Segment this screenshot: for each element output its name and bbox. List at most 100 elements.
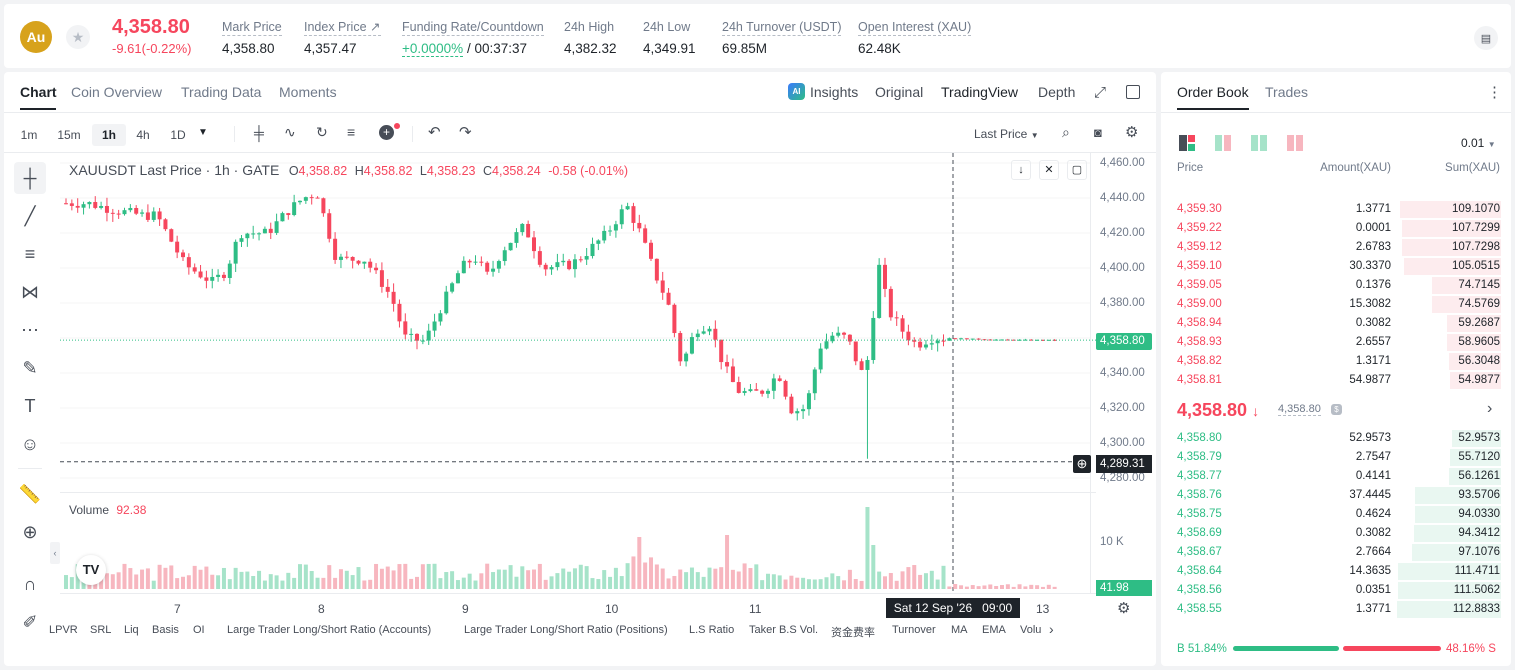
stat-24h-turnover[interactable]: 24h Turnover (USDT) 69.85M	[722, 18, 842, 56]
view-asks-icon[interactable]	[1287, 135, 1303, 151]
ask-row[interactable]: 4,359.30 1.3771 109.1070	[1161, 200, 1501, 219]
timeframe-1m[interactable]: 1m	[20, 128, 38, 142]
ai-insights-icon[interactable]: AI	[788, 83, 805, 100]
view-original[interactable]: Original	[875, 84, 924, 100]
book-icon[interactable]: ▤	[1474, 26, 1498, 50]
redo-icon[interactable]: ↷	[459, 124, 472, 141]
bid-row[interactable]: 4,358.56 0.0351 111.5062	[1161, 581, 1501, 600]
candlestick-chart[interactable]	[60, 153, 1096, 593]
favorite-star-icon[interactable]: ★	[66, 25, 90, 49]
bid-row[interactable]: 4,358.77 0.4141 56.1261	[1161, 467, 1501, 486]
collapse-toolbar-icon[interactable]: ‹	[50, 542, 60, 564]
ruler-tool-icon[interactable]: 📏	[18, 483, 42, 504]
indicator-large-trader-accounts[interactable]: Large Trader Long/Short Ratio (Accounts)	[227, 624, 432, 636]
candle-body	[309, 197, 314, 199]
tab-moments[interactable]: Moments	[279, 84, 337, 100]
chevron-right-icon[interactable]: ›	[1049, 621, 1054, 637]
bid-row[interactable]: 4,358.80 52.9573 52.9573	[1161, 429, 1501, 448]
indicator-oi[interactable]: OI	[193, 624, 205, 636]
view-tradingview[interactable]: TradingView	[941, 84, 1019, 100]
stat-open-interest[interactable]: Open Interest (XAU) 62.48K	[858, 18, 972, 56]
mid-price[interactable]: 4,358.80 ↓	[1177, 400, 1260, 420]
bid-row[interactable]: 4,358.75 0.4624 94.0330	[1161, 505, 1501, 524]
window-icon[interactable]	[1126, 85, 1140, 99]
ask-row[interactable]: 4,358.94 0.3082 59.2687	[1161, 314, 1501, 333]
indicator-basis[interactable]: Basis	[152, 624, 179, 636]
emoji-tool-icon[interactable]: ☺	[20, 433, 40, 454]
tab-trading-data[interactable]: Trading Data	[181, 84, 262, 100]
bid-row[interactable]: 4,358.76 37.4445 93.5706	[1161, 486, 1501, 505]
more-menu-icon[interactable]: ⋮	[1487, 84, 1502, 101]
stat-index-price[interactable]: Index Price ↗ 4,357.47	[304, 18, 381, 56]
view-depth[interactable]: Depth	[1038, 84, 1076, 100]
brush-tool-icon[interactable]: ✎	[22, 357, 38, 378]
indicator-ls-ratio[interactable]: L.S Ratio	[689, 624, 735, 636]
collapse-icon[interactable]: ✕	[1039, 160, 1059, 180]
view-both-icon[interactable]	[1179, 135, 1195, 151]
text-tool-icon[interactable]: T	[24, 395, 36, 416]
add-alert-icon[interactable]: ⊕	[1073, 455, 1091, 473]
axis-settings-icon[interactable]: ⚙	[1117, 600, 1131, 617]
indicator-lpvr[interactable]: LPVR	[49, 624, 78, 636]
maximize-pane-icon[interactable]: ▢	[1067, 160, 1087, 180]
tab-order-book[interactable]: Order Book	[1177, 84, 1249, 100]
horizontal-lines-tool-icon[interactable]: ≡	[24, 243, 36, 264]
ask-row[interactable]: 4,358.93 2.6557 58.9605	[1161, 333, 1501, 352]
bid-row[interactable]: 4,358.67 2.7664 97.1076	[1161, 543, 1501, 562]
settings-gear-icon[interactable]: ⚙	[1125, 124, 1139, 141]
ask-row[interactable]: 4,358.81 54.9877 54.9877	[1161, 371, 1501, 390]
trend-line-tool-icon[interactable]: ╱	[24, 205, 36, 226]
indicator-turnover[interactable]: Turnover	[892, 624, 936, 636]
timeframe-4h[interactable]: 4h	[136, 128, 150, 142]
tab-trades[interactable]: Trades	[1265, 84, 1309, 100]
bid-row[interactable]: 4,358.79 2.7547 55.7120	[1161, 448, 1501, 467]
indicator-funding-rate[interactable]: 资金费率	[831, 627, 875, 639]
undo-icon[interactable]: ↶	[428, 124, 441, 141]
compare-icon[interactable]: ↻	[316, 124, 328, 140]
view-split-icon[interactable]	[1215, 135, 1231, 151]
indicators-icon[interactable]: ∿	[284, 124, 296, 140]
bid-row[interactable]: 4,358.55 1.3771 112.8833	[1161, 600, 1501, 619]
ask-row[interactable]: 4,358.82 1.3171 56.3048	[1161, 352, 1501, 371]
ask-row[interactable]: 4,359.00 15.3082 74.5769	[1161, 295, 1501, 314]
timeframe-1d[interactable]: 1D	[170, 128, 186, 142]
indicator-liq[interactable]: Liq	[124, 624, 139, 636]
bid-row[interactable]: 4,358.64 14.3635 111.4711	[1161, 562, 1501, 581]
fib-tool-icon[interactable]: ⋯	[21, 319, 39, 340]
magnet-tool-icon[interactable]: ∩	[23, 573, 37, 594]
ask-row[interactable]: 4,359.22 0.0001 107.7299	[1161, 219, 1501, 238]
chevron-right-icon[interactable]: ›	[1487, 400, 1493, 417]
pattern-tool-icon[interactable]: ⋈	[21, 281, 39, 302]
view-insights[interactable]: Insights	[810, 84, 859, 100]
expand-icon[interactable]: ⤢	[1094, 84, 1107, 101]
search-icon[interactable]: ⌕	[1062, 124, 1070, 140]
indicator-volume[interactable]: Volu	[1020, 624, 1042, 636]
view-bids-icon[interactable]	[1251, 135, 1267, 151]
indicator-large-trader-positions[interactable]: Large Trader Long/Short Ratio (Positions…	[464, 624, 668, 636]
bid-row[interactable]: 4,358.69 0.3082 94.3412	[1161, 524, 1501, 543]
price-type-select[interactable]: Last Price ▼	[974, 127, 1039, 141]
indicator-taker-bs-vol[interactable]: Taker B.S Vol.	[749, 624, 819, 636]
edit-tool-icon[interactable]: ✐	[22, 611, 38, 632]
ask-row[interactable]: 4,359.05 0.1376 74.7145	[1161, 276, 1501, 295]
indicator-ema[interactable]: EMA	[982, 624, 1006, 636]
camera-icon[interactable]: ◙	[1094, 125, 1102, 140]
candles-icon[interactable]: ╪	[254, 125, 264, 141]
crosshair-tool-icon[interactable]: ┼	[14, 162, 46, 194]
ask-row[interactable]: 4,359.12 2.6783 107.7298	[1161, 238, 1501, 257]
indicator-srl[interactable]: SRL	[90, 624, 112, 636]
precision-select[interactable]: 0.01 ▼	[1461, 136, 1496, 150]
template-icon[interactable]: ≡	[347, 124, 356, 140]
zoom-in-tool-icon[interactable]: ⊕	[22, 521, 38, 542]
scroll-down-icon[interactable]: ↓	[1011, 160, 1031, 180]
caret-down-icon[interactable]: ▼	[198, 127, 208, 138]
add-indicator-icon[interactable]: +	[379, 125, 394, 140]
tab-chart[interactable]: Chart	[20, 84, 57, 100]
stat-funding-rate[interactable]: Funding Rate/Countdown +0.0000% / 00:37:…	[402, 18, 544, 57]
ask-row[interactable]: 4,359.10 30.3370 105.0515	[1161, 257, 1501, 276]
indicator-ma[interactable]: MA	[951, 624, 968, 636]
tab-coin-overview[interactable]: Coin Overview	[71, 84, 163, 100]
timeframe-15m[interactable]: 15m	[57, 128, 81, 142]
timeframe-1h[interactable]: 1h	[92, 124, 126, 146]
stat-mark-price[interactable]: Mark Price 4,358.80	[222, 18, 282, 56]
